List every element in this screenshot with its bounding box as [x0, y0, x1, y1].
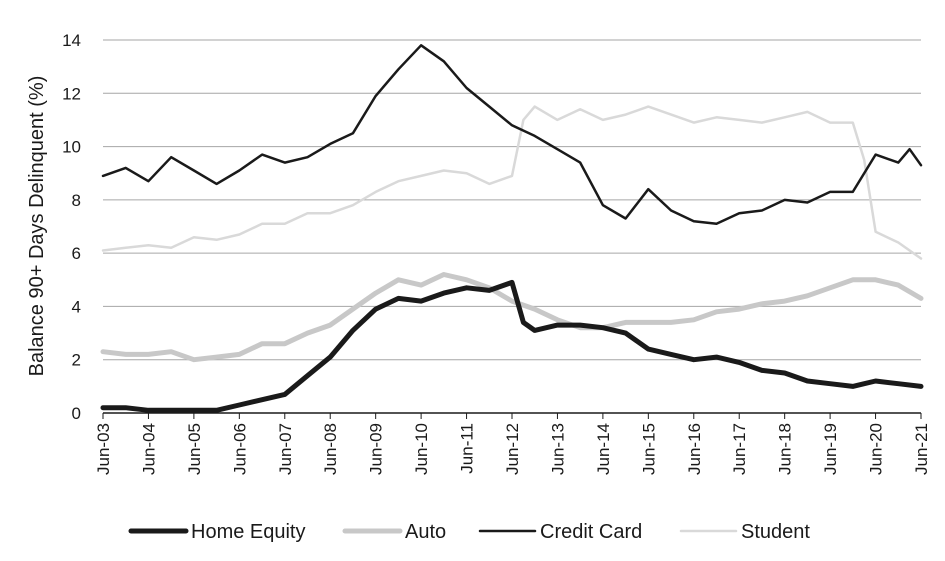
x-tick-label: Jun-04 [139, 423, 158, 475]
series-line-credit-card [101, 44, 923, 226]
series-lines [100, 44, 924, 413]
x-tick-label: Jun-07 [276, 423, 295, 475]
x-tick-label: Jun-13 [548, 423, 567, 475]
y-tick-label: 8 [72, 191, 81, 210]
x-axis: Jun-03 Jun-04 Jun-05 Jun-06 Jun-07 Jun-08 Jun-… [94, 412, 931, 475]
x-tick-label: Jun-17 [730, 423, 749, 475]
y-tick-label: 10 [62, 138, 81, 157]
x-tick-label: Jun-19 [821, 423, 840, 475]
x-tick-label: Jun-20 [867, 423, 886, 475]
y-tick-label: 14 [62, 31, 81, 50]
x-tick-label: Jun-11 [458, 423, 477, 474]
y-tick-label: 12 [62, 84, 81, 103]
x-tick-label: Jun-06 [230, 423, 249, 475]
legend-label: Auto [405, 521, 446, 543]
legend: Home Equity Auto Credit Card Student [128, 521, 810, 543]
x-tick-label: Jun-10 [412, 423, 431, 475]
x-tick-label: Jun-08 [321, 423, 340, 475]
legend-label: Student [741, 521, 810, 543]
y-axis: 0 2 4 6 8 10 12 14 [62, 31, 81, 423]
y-tick-label: 0 [72, 404, 81, 423]
y-tick-label: 6 [72, 244, 81, 263]
x-tick-label: Jun-05 [185, 423, 204, 475]
y-axis-title: Balance 90+ Days Delinquent (%) [26, 76, 48, 377]
series-line-home-equity [100, 279, 924, 413]
legend-label: Home Equity [191, 521, 306, 543]
y-tick-label: 2 [72, 351, 81, 370]
x-tick-label: Jun-18 [776, 423, 795, 475]
x-tick-label: Jun-12 [503, 423, 522, 475]
x-tick-label: Jun-15 [639, 423, 658, 475]
x-tick-label: Jun-03 [94, 423, 113, 475]
y-tick-label: 4 [72, 297, 81, 316]
gridlines [103, 39, 921, 361]
x-tick-label: Jun-09 [367, 423, 386, 475]
x-tick-label: Jun-21 [912, 423, 931, 475]
series-line-auto [100, 272, 924, 363]
x-tick-label: Jun-14 [594, 423, 613, 475]
x-tick-label: Jun-16 [685, 423, 704, 475]
series-line-student [101, 105, 923, 260]
legend-label: Credit Card [540, 521, 642, 543]
